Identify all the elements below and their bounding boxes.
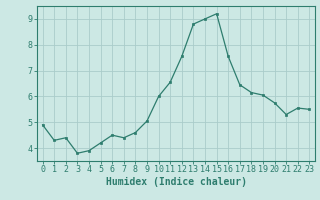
X-axis label: Humidex (Indice chaleur): Humidex (Indice chaleur): [106, 177, 246, 187]
